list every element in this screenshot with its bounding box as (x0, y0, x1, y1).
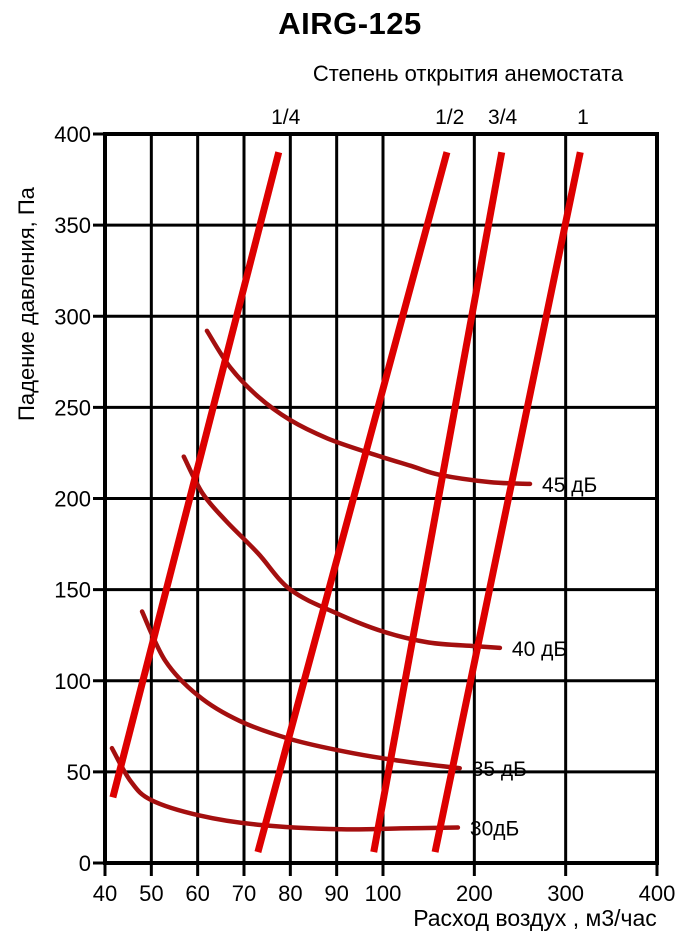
noise-curve-label: 30дБ (470, 817, 519, 840)
x-tick-label: 60 (185, 881, 209, 906)
noise-curve (109, 745, 461, 832)
x-tick-label: 100 (365, 881, 402, 906)
x-tick-label: 300 (547, 881, 584, 906)
x-tick-label: 40 (93, 881, 117, 906)
opening-degree-line (370, 151, 506, 853)
x-tick-label: 70 (232, 881, 256, 906)
noise-curve (139, 609, 462, 771)
noise-curve-label: 40 дБ (512, 638, 567, 661)
opening-degree-label: 1/2 (435, 106, 464, 129)
y-tick-label: 200 (54, 487, 91, 512)
x-tick-label: 80 (278, 881, 302, 906)
x-tick-label: 200 (456, 881, 493, 906)
noise-curve-label: 35 дБ (472, 758, 527, 781)
top-axis-title: Степень открытия анемостата (312, 61, 624, 86)
opening-degree-label: 1/4 (271, 106, 301, 129)
opening-degree-line (109, 151, 283, 799)
x-tick-label: 400 (639, 881, 676, 906)
y-tick-label: 150 (54, 578, 91, 603)
x-tick-label: 90 (324, 881, 348, 906)
y-tick-label: 100 (54, 669, 91, 694)
opening-degree-line (431, 151, 584, 853)
y-tick-label: 250 (54, 395, 91, 420)
chart-title: AIRG-125 (278, 6, 422, 41)
x-tick-label: 50 (139, 881, 163, 906)
y-tick-label: 0 (79, 851, 91, 876)
y-tick-label: 300 (54, 304, 91, 329)
y-tick-label: 400 (54, 122, 91, 147)
y-tick-label: 50 (67, 760, 91, 785)
noise-curve (204, 328, 533, 487)
opening-degree-label: 1 (577, 106, 589, 129)
opening-degree-line (254, 151, 451, 853)
opening-degree-label: 3/4 (488, 106, 518, 129)
y-tick-label: 350 (54, 213, 91, 238)
noise-curve (181, 454, 503, 651)
noise-curve-label: 45 дБ (542, 474, 597, 497)
x-axis-title: Расход воздух , м3/час (413, 905, 657, 931)
